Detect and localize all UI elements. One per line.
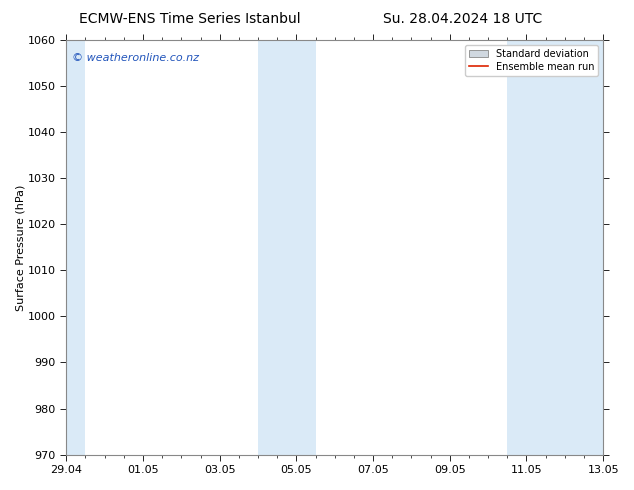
Text: © weatheronline.co.nz: © weatheronline.co.nz	[72, 52, 198, 63]
Bar	[65, 40, 86, 455]
Bar	[258, 40, 316, 455]
Y-axis label: Surface Pressure (hPa): Surface Pressure (hPa)	[15, 184, 25, 311]
Text: Su. 28.04.2024 18 UTC: Su. 28.04.2024 18 UTC	[383, 12, 543, 26]
Text: ECMW-ENS Time Series Istanbul: ECMW-ENS Time Series Istanbul	[79, 12, 301, 26]
Bar	[507, 40, 605, 455]
Legend: Standard deviation, Ensemble mean run: Standard deviation, Ensemble mean run	[465, 45, 598, 76]
